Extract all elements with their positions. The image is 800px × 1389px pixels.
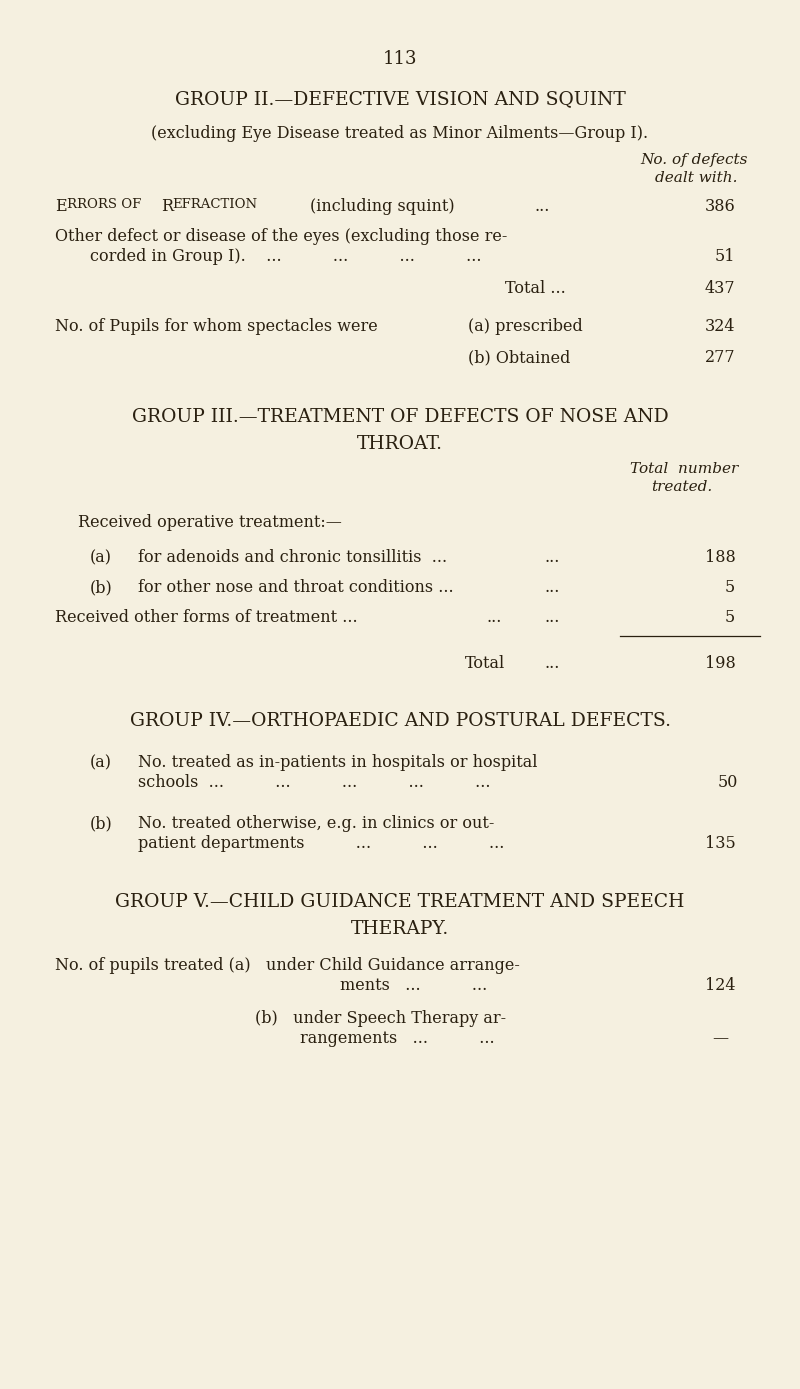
Text: Other defect or disease of the eyes (excluding those re-: Other defect or disease of the eyes (exc… bbox=[55, 228, 507, 244]
Text: (b): (b) bbox=[90, 815, 113, 832]
Text: ...: ... bbox=[545, 549, 560, 565]
Text: No. treated otherwise, e.g. in clinics or out-: No. treated otherwise, e.g. in clinics o… bbox=[138, 815, 494, 832]
Text: 437: 437 bbox=[705, 281, 736, 297]
Text: GROUP V.—CHILD GUIDANCE TREATMENT AND SPEECH: GROUP V.—CHILD GUIDANCE TREATMENT AND SP… bbox=[115, 893, 685, 911]
Text: 135: 135 bbox=[705, 835, 736, 851]
Text: ...: ... bbox=[486, 608, 502, 626]
Text: (b): (b) bbox=[90, 579, 113, 596]
Text: (b)   under Speech Therapy ar-: (b) under Speech Therapy ar- bbox=[255, 1010, 506, 1026]
Text: (including squint): (including squint) bbox=[310, 199, 454, 215]
Text: (b) Obtained: (b) Obtained bbox=[468, 349, 570, 365]
Text: ...: ... bbox=[545, 579, 560, 596]
Text: Total ...: Total ... bbox=[505, 281, 566, 297]
Text: No. of Pupils for whom spectacles were: No. of Pupils for whom spectacles were bbox=[55, 318, 378, 335]
Text: 198: 198 bbox=[705, 656, 736, 672]
Text: EFRACTION: EFRACTION bbox=[172, 199, 257, 211]
Text: RRORS OF: RRORS OF bbox=[67, 199, 142, 211]
Text: ments   ...          ...: ments ... ... bbox=[340, 976, 487, 995]
Text: rangements   ...          ...: rangements ... ... bbox=[300, 1031, 494, 1047]
Text: 5: 5 bbox=[725, 579, 735, 596]
Text: (a): (a) bbox=[90, 549, 112, 565]
Text: 51: 51 bbox=[715, 249, 735, 265]
Text: Total: Total bbox=[465, 656, 506, 672]
Text: for adenoids and chronic tonsillitis  ...: for adenoids and chronic tonsillitis ... bbox=[138, 549, 447, 565]
Text: 188: 188 bbox=[705, 549, 736, 565]
Text: THROAT.: THROAT. bbox=[357, 435, 443, 453]
Text: (a): (a) bbox=[90, 754, 112, 771]
Text: for other nose and throat conditions ...: for other nose and throat conditions ... bbox=[138, 579, 454, 596]
Text: patient departments          ...          ...          ...: patient departments ... ... ... bbox=[138, 835, 504, 851]
Text: treated.: treated. bbox=[651, 481, 712, 494]
Text: ...: ... bbox=[535, 199, 550, 215]
Text: 113: 113 bbox=[382, 50, 418, 68]
Text: No. of defects: No. of defects bbox=[640, 153, 747, 167]
Text: 5: 5 bbox=[725, 608, 735, 626]
Text: No. treated as in-patients in hospitals or hospital: No. treated as in-patients in hospitals … bbox=[138, 754, 538, 771]
Text: dealt with.: dealt with. bbox=[655, 171, 738, 185]
Text: E: E bbox=[55, 199, 66, 215]
Text: —: — bbox=[712, 1031, 728, 1047]
Text: GROUP III.—TREATMENT OF DEFECTS OF NOSE AND: GROUP III.—TREATMENT OF DEFECTS OF NOSE … bbox=[132, 408, 668, 426]
Text: 124: 124 bbox=[705, 976, 735, 995]
Text: ...: ... bbox=[545, 656, 560, 672]
Text: 324: 324 bbox=[705, 318, 735, 335]
Text: corded in Group I).    ...          ...          ...          ...: corded in Group I). ... ... ... ... bbox=[90, 249, 482, 265]
Text: Received operative treatment:—: Received operative treatment:— bbox=[78, 514, 342, 531]
Text: Received other forms of treatment ...: Received other forms of treatment ... bbox=[55, 608, 358, 626]
Text: schools  ...          ...          ...          ...          ...: schools ... ... ... ... ... bbox=[138, 774, 490, 790]
Text: R: R bbox=[161, 199, 173, 215]
Text: 277: 277 bbox=[705, 349, 736, 365]
Text: 50: 50 bbox=[718, 774, 738, 790]
Text: GROUP IV.—ORTHOPAEDIC AND POSTURAL DEFECTS.: GROUP IV.—ORTHOPAEDIC AND POSTURAL DEFEC… bbox=[130, 713, 670, 731]
Text: No. of pupils treated (a)   under Child Guidance arrange-: No. of pupils treated (a) under Child Gu… bbox=[55, 957, 520, 974]
Text: 386: 386 bbox=[705, 199, 736, 215]
Text: (excluding Eye Disease treated as Minor Ailments—Group I).: (excluding Eye Disease treated as Minor … bbox=[151, 125, 649, 142]
Text: Total  number: Total number bbox=[630, 463, 738, 476]
Text: THERAPY.: THERAPY. bbox=[351, 920, 449, 938]
Text: ...: ... bbox=[545, 608, 560, 626]
Text: GROUP II.—DEFECTIVE VISION AND SQUINT: GROUP II.—DEFECTIVE VISION AND SQUINT bbox=[174, 90, 626, 108]
Text: (a) prescribed: (a) prescribed bbox=[468, 318, 582, 335]
